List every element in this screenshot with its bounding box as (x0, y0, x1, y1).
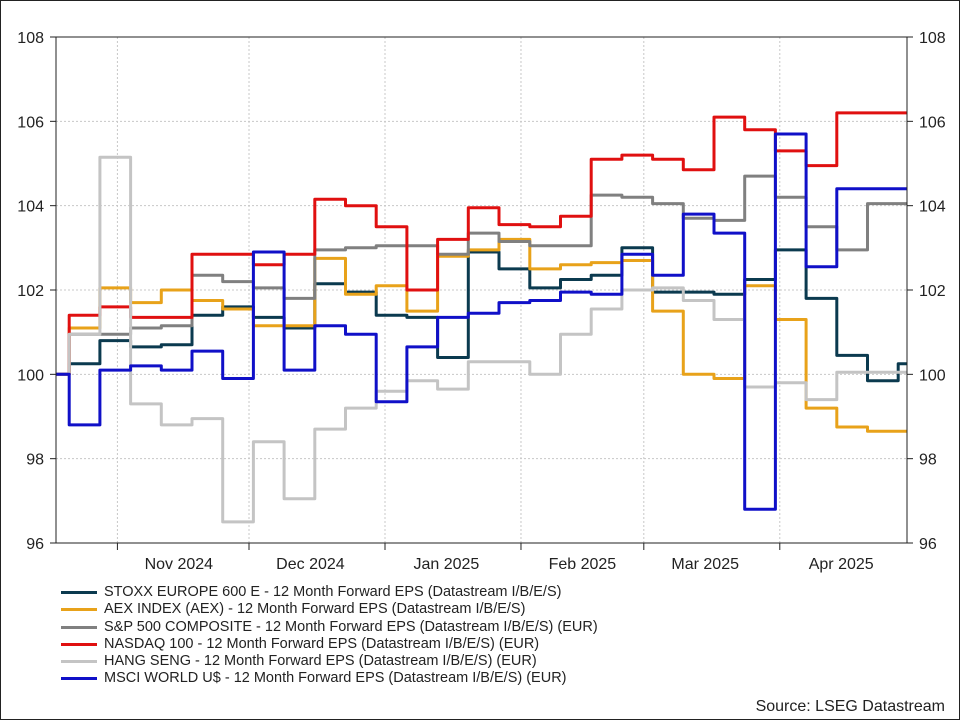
legend-swatch (61, 608, 97, 612)
legend-swatch (61, 660, 97, 664)
x-axis: Nov 2024 Dec 2024 Jan 2025 Feb 2025 Mar 2025… (145, 556, 874, 573)
x-tick-label: Nov 2024 (145, 556, 214, 573)
legend-label: NASDAQ 100 - 12 Month Forward EPS (Datas… (104, 635, 540, 652)
grid (56, 36, 907, 544)
y-tick-label-right: 106 (919, 114, 946, 131)
y-tick-label-left: 102 (17, 283, 44, 300)
y-tick-label-right: 104 (919, 199, 946, 216)
x-tick-label: Dec 2024 (276, 556, 345, 573)
legend-label: AEX INDEX (AEX) - 12 Month Forward EPS (… (104, 601, 526, 618)
y-tick-label-right: 98 (919, 452, 937, 469)
y-tick-label-right: 96 (919, 536, 937, 553)
y-tick-label-left: 108 (17, 30, 44, 47)
legend-swatch (61, 591, 97, 594)
series-layer (56, 111, 907, 524)
y-tick-label-left: 104 (17, 199, 44, 216)
legend-label: STOXX EUROPE 600 E - 12 Month Forward EP… (104, 584, 562, 600)
y-tick-label-right: 108 (919, 30, 946, 47)
y-tick-label-left: 96 (26, 536, 44, 553)
y-tick-label-left: 98 (26, 452, 44, 469)
legend-swatch (61, 677, 97, 681)
y-axis-right: 96 98 100 102 104 106 108 (919, 30, 946, 553)
legend-label: MSCI WORLD U$ - 12 Month Forward EPS (Da… (104, 670, 567, 687)
tick-marks (50, 36, 913, 550)
series-line-5 (56, 155, 907, 524)
legend-label: S&P 500 COMPOSITE - 12 Month Forward EPS… (104, 618, 598, 635)
legend-swatch (61, 642, 97, 646)
x-tick-label: Apr 2025 (809, 556, 874, 573)
x-tick-label: Feb 2025 (549, 556, 617, 573)
source-label: Source: LSEG Datastream (755, 698, 945, 715)
y-tick-label-left: 100 (17, 367, 44, 384)
legend-label: HANG SENG - 12 Month Forward EPS (Datast… (104, 653, 537, 670)
y-tick-label-right: 102 (919, 283, 946, 300)
x-tick-label: Jan 2025 (413, 556, 479, 573)
series-line-6 (56, 132, 907, 511)
legend-swatch (61, 625, 97, 629)
x-tick-label: Mar 2025 (671, 556, 739, 573)
y-tick-label-left: 106 (17, 114, 44, 131)
series-line-4 (56, 111, 907, 376)
y-tick-label-right: 100 (919, 367, 946, 384)
y-axis-left: 96 98 100 102 104 106 108 (17, 30, 44, 553)
